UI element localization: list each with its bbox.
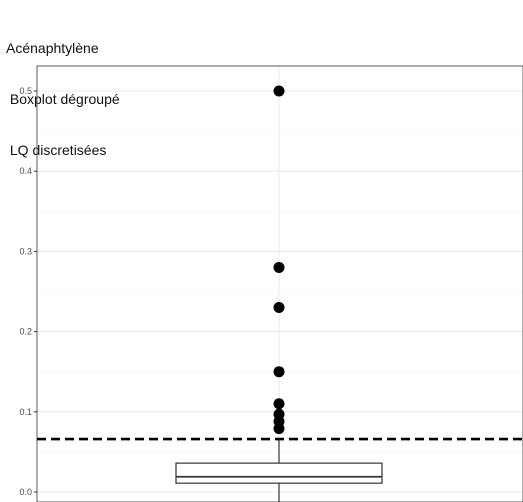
- title-line-3: LQ discretisées: [6, 142, 107, 158]
- y-tick-label: 0.4: [19, 166, 32, 176]
- outlier-point: [273, 302, 285, 314]
- y-tick-label: 0.2: [19, 327, 32, 337]
- y-tick-label: 0.1: [19, 407, 32, 417]
- chart-title: Acénaphtylène Boxplot dégroupé LQ discre…: [6, 6, 120, 176]
- outlier-point: [273, 261, 285, 273]
- outlier-point: [273, 366, 285, 378]
- y-tick-label: 0.3: [19, 246, 32, 256]
- y-axis: 0.0 0.1 0.2 0.3 0.4 0.5: [19, 65, 523, 502]
- title-line-2: Boxplot dégroupé: [6, 91, 120, 107]
- y-tick-label: 0.0: [19, 487, 32, 497]
- box-iqr: [175, 462, 383, 484]
- outlier-point: [273, 398, 285, 410]
- plot-area: [37, 85, 523, 502]
- title-line-1: Acénaphtylène: [6, 40, 99, 56]
- outlier-point: [273, 423, 285, 435]
- y-tick-label: 0.5: [19, 86, 32, 96]
- outlier-point: [273, 85, 285, 97]
- panel-border: [36, 65, 523, 502]
